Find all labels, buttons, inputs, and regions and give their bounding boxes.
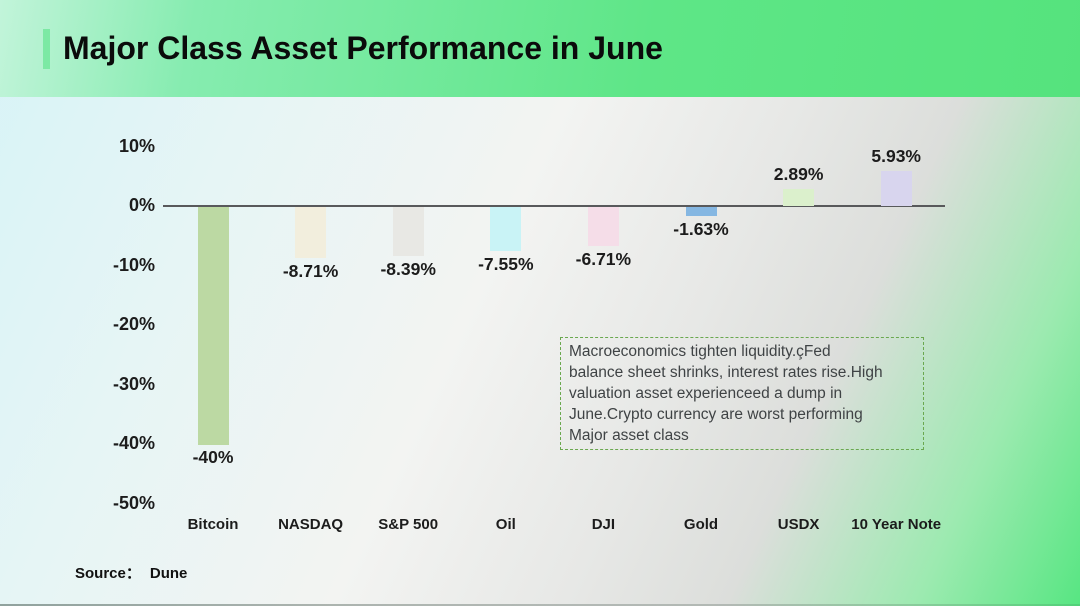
y-axis-tick-label: 10%: [118, 135, 155, 156]
y-axis-tick-label: -50%: [112, 492, 155, 513]
title-banner: Major Class Asset Performance in June: [0, 0, 1080, 97]
bar-value-label: -40%: [192, 447, 234, 467]
bar-dji: [587, 206, 619, 247]
bar-gold: [685, 206, 717, 217]
x-axis-category-label: Gold: [683, 516, 719, 533]
annotation-line: June.Crypto currency are worst performin…: [569, 406, 863, 423]
bar-value-label: -8.39%: [380, 258, 436, 279]
annotation-line: Major asset class: [569, 427, 689, 444]
bottom-edge-line: [0, 604, 1080, 606]
bar-value-label: 2.89%: [773, 163, 824, 184]
y-axis-tick-label: 0%: [128, 195, 155, 215]
x-axis-category-label: Bitcoin: [187, 516, 239, 533]
source-caption: Source： Dune: [75, 562, 187, 583]
bar-usdx: [783, 188, 815, 206]
y-axis-tick-label: -40%: [112, 433, 155, 453]
bar-nasdaq: [295, 206, 327, 259]
annotation-line: valuation asset experienceed a dump in: [569, 385, 843, 402]
bar-value-label: -1.63%: [673, 218, 729, 239]
title-accent-bar: [43, 28, 50, 69]
bar-oil: [490, 206, 522, 252]
x-axis-category-label: DJI: [591, 516, 616, 533]
source-label: Source：: [75, 565, 141, 582]
y-axis-tick-label: -20%: [112, 314, 155, 334]
annotation-line: Macroeconomics tighten liquidity.çFed: [569, 343, 831, 360]
x-axis-line: [163, 205, 945, 207]
y-axis-tick-label: -30%: [112, 373, 155, 394]
x-axis-category-label: S&P 500: [378, 516, 439, 533]
y-axis-tick-label: -10%: [112, 254, 155, 275]
bar-bitcoin: [197, 206, 229, 445]
bar-s-p-500: [392, 206, 424, 257]
annotation-line: balance sheet shrinks, interest rates ri…: [569, 364, 883, 381]
page-title: Major Class Asset Performance in June: [63, 30, 663, 66]
x-axis-category-label: NASDAQ: [278, 516, 344, 533]
x-axis-category-label: 10 Year Note: [851, 516, 942, 533]
source-value: Dune: [149, 565, 188, 582]
x-axis-category-label: USDX: [777, 516, 820, 533]
bar-value-label: 5.93%: [871, 145, 921, 166]
bar-value-label: -6.71%: [575, 248, 632, 269]
bar-value-label: -8.71%: [282, 260, 339, 281]
annotation-box: Macroeconomics tighten liquidity.çFed bal…: [560, 337, 924, 450]
bar-value-label: -7.55%: [478, 253, 534, 274]
x-axis-category-label: Oil: [495, 516, 516, 533]
bar-10-year-note: [880, 170, 912, 206]
